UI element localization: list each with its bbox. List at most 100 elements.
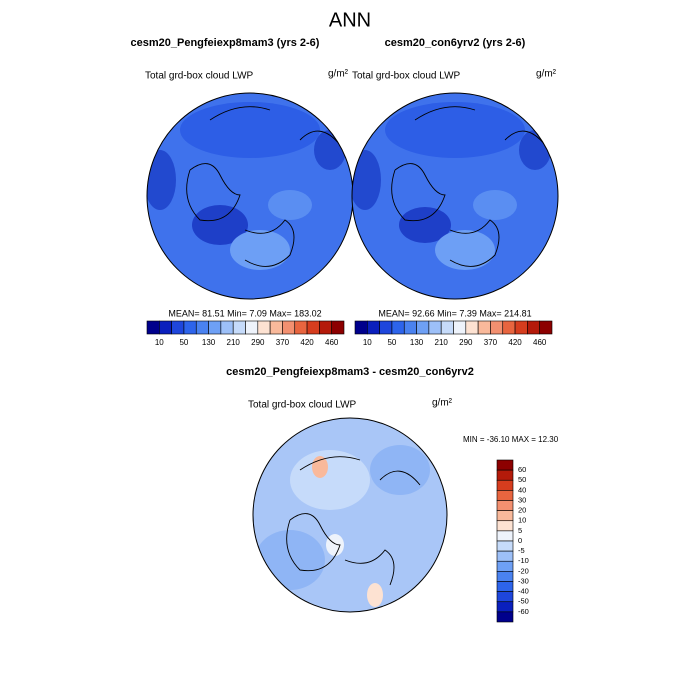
- colorbar-box: [232, 320, 246, 335]
- colorbar-box: [220, 320, 234, 335]
- colorbar-label: 40: [518, 485, 526, 494]
- colorbar-box: [527, 320, 540, 335]
- colorbar-box: [496, 490, 514, 501]
- colorbar-box: [294, 320, 308, 335]
- map: [147, 93, 353, 299]
- colorbar-label: 0: [518, 536, 522, 545]
- units-label: g/m²: [328, 69, 349, 80]
- panel-title: cesm20_Pengfeiexp8mam3 (yrs 2-6): [131, 37, 320, 49]
- colorbar-label: 60: [518, 465, 526, 474]
- colorbar-label: 370: [276, 338, 290, 347]
- units-label: g/m²: [536, 69, 557, 80]
- colorbar-label: 460: [325, 338, 339, 347]
- variable-label: Total grd-box cloud LWP: [248, 400, 357, 411]
- colorbar-label: -50: [518, 597, 529, 606]
- stats: MEAN= 92.66 Min= 7.39 Max= 214.81: [378, 308, 531, 318]
- colorbar: 10 50 130 210 290 370 420 460: [146, 320, 345, 347]
- variable-label: Total grd-box cloud LWP: [352, 71, 461, 82]
- colorbar-box: [428, 320, 442, 335]
- colorbar-box: [496, 520, 514, 532]
- colorbar-box: [354, 320, 368, 335]
- map-border: [351, 92, 559, 300]
- colorbar-box: [496, 469, 514, 481]
- colorbar-label: -5: [518, 546, 525, 555]
- stats: MIN = -36.10 MAX = 12.30: [463, 435, 559, 444]
- colorbar-box: [496, 530, 514, 542]
- colorbar-label: 10: [518, 516, 526, 525]
- colorbar-label: 370: [484, 338, 498, 347]
- colorbar-label: -10: [518, 556, 529, 565]
- colorbar-box: [257, 320, 271, 335]
- colorbar-label: 50: [518, 475, 526, 484]
- colorbar-label: 5: [518, 526, 522, 535]
- colorbar-label: 20: [518, 506, 526, 515]
- map: [253, 418, 447, 612]
- colorbar-box: [146, 320, 160, 335]
- colorbar-box: [496, 479, 514, 491]
- colorbar-box: [331, 320, 345, 335]
- colorbar-label: 130: [410, 338, 424, 347]
- colorbar-box: [496, 550, 514, 562]
- colorbar-box: [496, 560, 514, 572]
- panel-title: cesm20_Pengfeiexp8mam3 - cesm20_con6yrv2: [226, 366, 474, 378]
- colorbar-box: [416, 320, 430, 335]
- colorbar-label: 460: [533, 338, 547, 347]
- colorbar-box: [496, 581, 514, 592]
- colorbar-box: [208, 320, 222, 335]
- colorbar-box: [496, 540, 514, 552]
- colorbar-label: 210: [435, 338, 449, 347]
- colorbar-box: [319, 320, 332, 335]
- colorbar-box: [245, 320, 259, 335]
- colorbar-label: -30: [518, 576, 529, 585]
- colorbar-box: [502, 320, 516, 335]
- colorbar-box: [465, 320, 479, 335]
- colorbar-box: [269, 320, 283, 335]
- colorbar-box: [496, 459, 514, 471]
- colorbar-label: -40: [518, 587, 529, 596]
- units-label: g/m²: [432, 398, 453, 409]
- colorbar-box: [440, 320, 454, 335]
- colorbar-label: 420: [300, 338, 314, 347]
- colorbar-box: [539, 320, 553, 335]
- colorbar-label: 10: [363, 338, 372, 347]
- colorbar: 10 50 130 210 290 370 420 460: [354, 320, 553, 347]
- variable-label: Total grd-box cloud LWP: [145, 71, 254, 82]
- panel-title: cesm20_con6yrv2 (yrs 2-6): [385, 37, 526, 49]
- colorbar-box: [367, 320, 380, 335]
- colorbar-box: [514, 320, 528, 335]
- colorbar-label: 290: [459, 338, 473, 347]
- colorbar-box: [490, 320, 504, 335]
- colorbar-box: [159, 320, 172, 335]
- colorbar-label: 420: [508, 338, 522, 347]
- colorbar-label: 30: [518, 495, 526, 504]
- colorbar-box: [496, 510, 514, 522]
- colorbar-label: -20: [518, 566, 529, 575]
- map-border: [252, 417, 448, 613]
- colorbar-box: [195, 320, 209, 335]
- colorbar-box: [453, 320, 467, 335]
- colorbar-box: [403, 320, 417, 335]
- colorbar-box: [379, 320, 393, 335]
- colorbar-box: [496, 571, 514, 582]
- colorbar-label: 210: [227, 338, 241, 347]
- colorbar-label: 290: [251, 338, 265, 347]
- colorbar-label: -60: [518, 607, 529, 616]
- colorbar-box: [496, 611, 514, 623]
- colorbar-label: 50: [387, 338, 396, 347]
- map: [352, 93, 558, 299]
- colorbar-label: 130: [202, 338, 216, 347]
- colorbar-box: [496, 601, 514, 613]
- colorbar-box: [282, 320, 296, 335]
- figure-title: ANN: [329, 9, 371, 31]
- colorbar-label: 10: [155, 338, 164, 347]
- colorbar-box: [306, 320, 320, 335]
- colorbar-box: [183, 320, 197, 335]
- colorbar-box: [496, 500, 514, 511]
- colorbar-box: [391, 320, 405, 335]
- colorbar-box: [171, 320, 185, 335]
- colorbar-box: [477, 320, 491, 335]
- colorbar-box: [496, 591, 514, 603]
- colorbar-label: 50: [179, 338, 188, 347]
